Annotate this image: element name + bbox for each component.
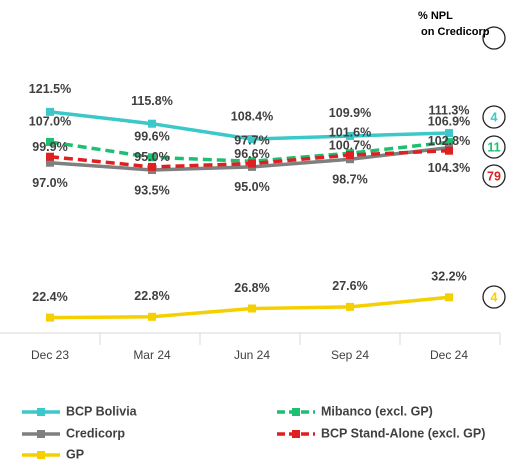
x-tick-label: Sep 24: [331, 348, 369, 362]
data-label: 104.3%: [428, 161, 470, 175]
data-label: 22.8%: [134, 289, 169, 303]
legend-marker: [292, 430, 300, 438]
npl-value: 4: [491, 290, 498, 304]
npl-value: 4: [491, 110, 498, 124]
point: [445, 138, 453, 147]
data-label: 97.0%: [32, 176, 67, 190]
data-label: 108.4%: [231, 109, 273, 123]
data-label: 96.6%: [234, 147, 269, 161]
data-label: 27.6%: [332, 279, 367, 293]
legend-marker: [37, 430, 45, 438]
legend-marker: [37, 451, 45, 459]
data-label: 109.9%: [329, 106, 371, 120]
npl-circle: [482, 26, 506, 50]
x-tick-label: Mar 24: [133, 348, 171, 362]
point: [148, 312, 156, 321]
point: [46, 107, 54, 116]
data-label: 101.6%: [329, 125, 371, 139]
point: [46, 152, 54, 161]
data-label: 100.7%: [329, 138, 371, 152]
data-label: 111.3%: [428, 103, 469, 117]
legend-label: BCP Bolivia: [66, 404, 138, 418]
point: [248, 304, 256, 313]
npl-circle: [482, 285, 506, 309]
data-label: 22.4%: [32, 290, 67, 304]
point: [445, 129, 453, 138]
point: [346, 155, 354, 164]
point: [445, 293, 453, 302]
legend-marker: [37, 408, 45, 416]
x-tick-label: Dec 24: [430, 348, 468, 362]
point: [46, 137, 54, 146]
data-label: 107.0%: [29, 114, 71, 128]
npl-circle: [482, 135, 506, 159]
legend-label: GP: [66, 447, 84, 461]
point: [248, 159, 256, 168]
point: [148, 162, 156, 171]
point: [46, 313, 54, 322]
x-tick-label: Dec 23: [31, 348, 69, 362]
data-label: 115.8%: [131, 94, 173, 108]
data-label: 97.7%: [234, 134, 269, 148]
legend-label: Credicorp: [66, 426, 125, 440]
point: [445, 146, 453, 155]
legend-marker: [292, 408, 300, 416]
point: [248, 135, 256, 144]
data-label: 26.8%: [234, 281, 269, 295]
data-label: 102.8%: [428, 134, 470, 148]
data-label: 121.5%: [29, 82, 71, 96]
x-tick-label: Jun 24: [234, 348, 270, 362]
data-label: 98.7%: [332, 173, 367, 187]
npl-circle: [482, 164, 506, 188]
npl-circle: [482, 105, 506, 129]
npl-value: 11: [487, 140, 500, 154]
data-label: 99.9%: [32, 140, 67, 154]
point: [346, 151, 354, 160]
data-label: 99.6%: [134, 130, 169, 144]
point: [148, 153, 156, 162]
npl-header: % NPL on Credicorp: [418, 10, 490, 38]
point: [148, 119, 156, 128]
legend-label: BCP Stand-Alone (excl. GP): [321, 426, 485, 440]
npl-value: 79: [487, 169, 501, 183]
data-label: 32.2%: [431, 270, 466, 284]
data-label: 95.0%: [234, 180, 269, 194]
point: [346, 131, 354, 140]
data-label: 93.5%: [134, 183, 169, 197]
point: [346, 302, 354, 311]
data-label: 106.9%: [428, 114, 470, 128]
legend-label: Mibanco (excl. GP): [321, 404, 433, 418]
data-label: 95.0%: [134, 150, 169, 164]
point: [46, 158, 54, 167]
